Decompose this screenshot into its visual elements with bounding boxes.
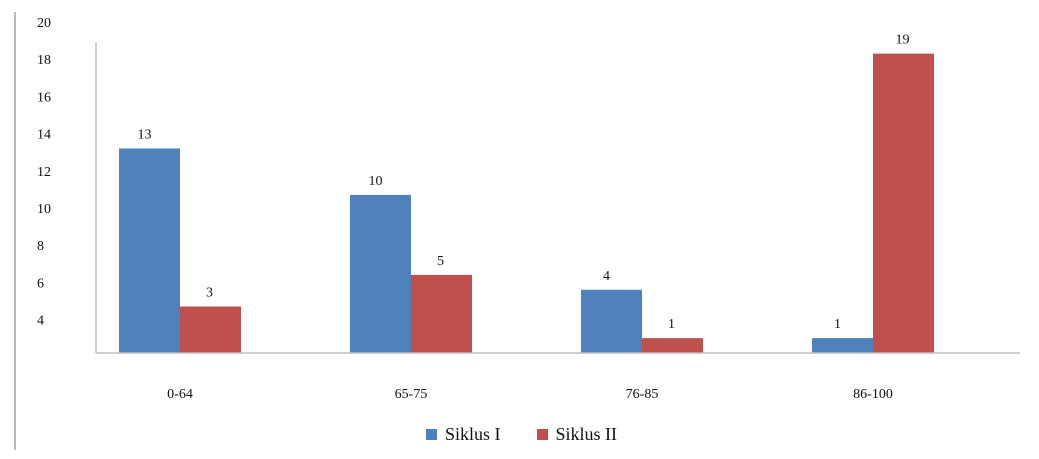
x-tick-label: 0-64 (167, 387, 193, 402)
bar-2-0-64 (180, 306, 241, 353)
bar-2-76-85 (642, 338, 703, 353)
data-label-2-86-100: 19 (896, 33, 910, 48)
y-axis: 20 18 16 14 12 10 8 6 4 (37, 16, 97, 353)
legend: Siklus I Siklus II (426, 424, 653, 445)
legend-item-series-1: Siklus I (426, 424, 501, 445)
y-tick-label: 6 (37, 276, 44, 291)
data-label-1-86-100: 1 (834, 317, 841, 332)
data-label-2-65-75: 5 (437, 254, 444, 269)
legend-label-series-2: Siklus II (555, 424, 618, 444)
y-tick-label: 12 (37, 165, 51, 180)
data-labels: 13 3 10 5 4 1 1 19 (138, 33, 910, 333)
y-tick-label: 16 (37, 90, 51, 105)
data-label-2-0-64: 3 (206, 286, 213, 301)
bar-1-76-85 (581, 289, 642, 353)
legend-label-series-1: Siklus I (445, 424, 501, 444)
legend-swatch-series-1 (426, 429, 437, 440)
y-tick-label: 20 (37, 16, 51, 31)
y-tick-label: 18 (37, 53, 51, 68)
left-border-line (14, 12, 16, 450)
bars (119, 53, 934, 353)
bar-1-65-75 (350, 194, 411, 353)
y-tick-label: 8 (37, 239, 44, 254)
bar-1-86-100 (812, 338, 873, 353)
x-axis: 0-64 65-75 76-85 86-100 (96, 352, 1020, 402)
data-label-1-76-85: 4 (603, 269, 610, 284)
x-tick-label: 65-75 (395, 387, 428, 402)
data-label-1-0-64: 13 (138, 127, 152, 142)
x-tick-label: 86-100 (853, 387, 893, 402)
data-label-2-76-85: 1 (668, 317, 675, 332)
y-tick-label: 14 (37, 128, 51, 143)
data-label-1-65-75: 10 (369, 174, 383, 189)
legend-item-series-2: Siklus II (536, 424, 618, 445)
bar-2-65-75 (411, 274, 472, 353)
legend-swatch-series-2 (536, 429, 548, 440)
bar-1-0-64 (119, 148, 180, 353)
y-tick-label: 4 (37, 314, 44, 329)
x-tick-label: 76-85 (626, 387, 659, 402)
bar-2-86-100 (873, 53, 934, 353)
y-tick-label: 10 (37, 202, 51, 217)
